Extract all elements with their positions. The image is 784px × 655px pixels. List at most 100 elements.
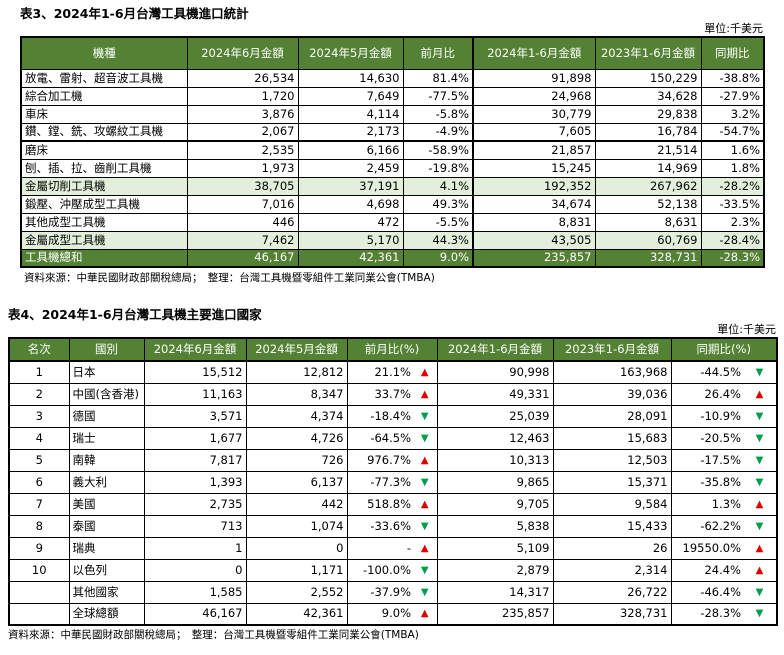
value-cell: 2,314 xyxy=(552,558,672,582)
value-cell: 446 xyxy=(186,212,299,232)
rank-cell: 10 xyxy=(8,558,70,582)
mom-cell: -37.9% xyxy=(346,580,413,604)
value-cell: 713 xyxy=(143,514,247,538)
value-cell: 37,191 xyxy=(297,176,404,196)
value-cell: 2.3% xyxy=(700,212,765,232)
arrow-down-icon: ▼ xyxy=(743,448,778,472)
column-header: 2024年6月金額 xyxy=(186,36,299,70)
country-cell: 南韓 xyxy=(68,448,145,472)
value-cell: 14,630 xyxy=(297,68,404,88)
mom-cell: 9.0% xyxy=(346,602,413,626)
arrow-down-icon: ▼ xyxy=(413,558,438,582)
table-row: 磨床 2,535 6,166 -58.9% 21,857 21,514 1.6% xyxy=(20,140,765,160)
value-cell: -27.9% xyxy=(700,86,765,106)
arrow-up-icon: ▲ xyxy=(743,536,778,560)
country-cell: 瑞士 xyxy=(68,426,145,450)
value-cell: 2,735 xyxy=(143,492,247,516)
mom-cell: 21.1% xyxy=(346,360,413,384)
value-cell: 11,163 xyxy=(143,382,247,406)
value-cell: 90,998 xyxy=(436,360,554,384)
value-cell: 4,698 xyxy=(297,194,404,214)
value-cell: 3.2% xyxy=(700,104,765,124)
arrow-up-icon: ▲ xyxy=(413,492,438,516)
machine-type-cell: 車床 xyxy=(20,104,188,124)
table-row: 金屬切削工具機 38,705 37,191 4.1% 192,352 267,962 -28… xyxy=(20,176,765,196)
table-row: 金屬成型工具機 7,462 5,170 44.3% 43,505 60,769 -28.4% xyxy=(20,230,765,250)
value-cell: 328,731 xyxy=(594,248,702,268)
value-cell: -5.5% xyxy=(402,212,474,232)
value-cell: 21,514 xyxy=(594,140,702,160)
value-cell: 12,503 xyxy=(552,448,672,472)
mom-cell: -100.0% xyxy=(346,558,413,582)
table3-title: 表3、2024年1-6月台灣工具機進口統計 xyxy=(20,6,249,21)
value-cell: -54.7% xyxy=(700,122,765,142)
rank-cell xyxy=(8,602,70,626)
column-header: 同期比(%) xyxy=(670,337,778,362)
yoy-cell: -28.3% xyxy=(670,602,743,626)
value-cell: 7,605 xyxy=(472,122,596,142)
machine-type-cell: 綜合加工機 xyxy=(20,86,188,106)
rank-cell: 6 xyxy=(8,470,70,494)
yoy-cell: 19550.0% xyxy=(670,536,743,560)
value-cell: 3,876 xyxy=(186,104,299,124)
value-cell: 0 xyxy=(143,558,247,582)
value-cell: 1,677 xyxy=(143,426,247,450)
table3-source: 資料來源：中華民國財政部關稅總局； 整理：台灣工具機暨零組件工業同業公會(TMB… xyxy=(24,272,435,284)
arrow-down-icon: ▼ xyxy=(743,514,778,538)
value-cell: 235,857 xyxy=(472,248,596,268)
value-cell: 2,067 xyxy=(186,122,299,142)
value-cell: 12,812 xyxy=(245,360,348,384)
value-cell: 442 xyxy=(245,492,348,516)
yoy-cell: -20.5% xyxy=(670,426,743,450)
value-cell: 81.4% xyxy=(402,68,474,88)
value-cell: 24,968 xyxy=(472,86,596,106)
value-cell: 25,039 xyxy=(436,404,554,428)
table-row: 5 南韓 7,817 726 976.7% ▲ 10,313 12,503 -17.5% ▼ xyxy=(8,448,778,472)
arrow-up-icon: ▲ xyxy=(743,492,778,516)
machine-type-cell: 磨床 xyxy=(20,140,188,160)
value-cell: 15,683 xyxy=(552,426,672,450)
value-cell: 192,352 xyxy=(472,176,596,196)
value-cell: 14,317 xyxy=(436,580,554,604)
machine-type-cell: 其他成型工具機 xyxy=(20,212,188,232)
value-cell: 15,433 xyxy=(552,514,672,538)
rank-cell: 7 xyxy=(8,492,70,516)
column-header: 前月比 xyxy=(402,36,474,70)
value-cell: 7,649 xyxy=(297,86,404,106)
country-cell: 美國 xyxy=(68,492,145,516)
value-cell: 91,898 xyxy=(472,68,596,88)
column-header: 2024年5月金額 xyxy=(297,36,404,70)
value-cell: 2,535 xyxy=(186,140,299,160)
machine-type-cell: 鑽、鏜、銑、攻螺紋工具機 xyxy=(20,122,188,142)
value-cell: 8,631 xyxy=(594,212,702,232)
value-cell: -4.9% xyxy=(402,122,474,142)
mom-cell: - xyxy=(346,536,413,560)
value-cell: 46,167 xyxy=(186,248,299,268)
value-cell: 46,167 xyxy=(143,602,247,626)
rank-cell: 4 xyxy=(8,426,70,450)
value-cell: 5,838 xyxy=(436,514,554,538)
rank-cell: 2 xyxy=(8,382,70,406)
country-cell: 全球總額 xyxy=(68,602,145,626)
value-cell: 42,361 xyxy=(245,602,348,626)
table-row: 工具機總和 46,167 42,361 9.0% 235,857 328,731 -28.3… xyxy=(20,248,765,268)
rank-cell: 8 xyxy=(8,514,70,538)
value-cell: 2,552 xyxy=(245,580,348,604)
machine-type-cell: 工具機總和 xyxy=(20,248,188,268)
arrow-down-icon: ▼ xyxy=(743,602,778,626)
value-cell: -19.8% xyxy=(402,158,474,178)
value-cell: 4,114 xyxy=(297,104,404,124)
value-cell: 726 xyxy=(245,448,348,472)
table-row: 8 泰國 713 1,074 -33.6% ▼ 5,838 15,433 -62.2% ▼ xyxy=(8,514,778,538)
table-row: 鍛壓、沖壓成型工具機 7,016 4,698 49.3% 34,674 52,138 -33… xyxy=(20,194,765,214)
mom-cell: -77.3% xyxy=(346,470,413,494)
value-cell: 28,091 xyxy=(552,404,672,428)
value-cell: 9,865 xyxy=(436,470,554,494)
arrow-down-icon: ▼ xyxy=(413,580,438,604)
arrow-up-icon: ▲ xyxy=(413,382,438,406)
table4-section: 表4、2024年1-6月台灣工具機主要進口國家 單位:千美元 名次 國別 2024年… xyxy=(0,285,784,642)
machine-type-cell: 刨、插、拉、齒削工具機 xyxy=(20,158,188,178)
value-cell: 4,374 xyxy=(245,404,348,428)
value-cell: -28.3% xyxy=(700,248,765,268)
yoy-cell: -10.9% xyxy=(670,404,743,428)
